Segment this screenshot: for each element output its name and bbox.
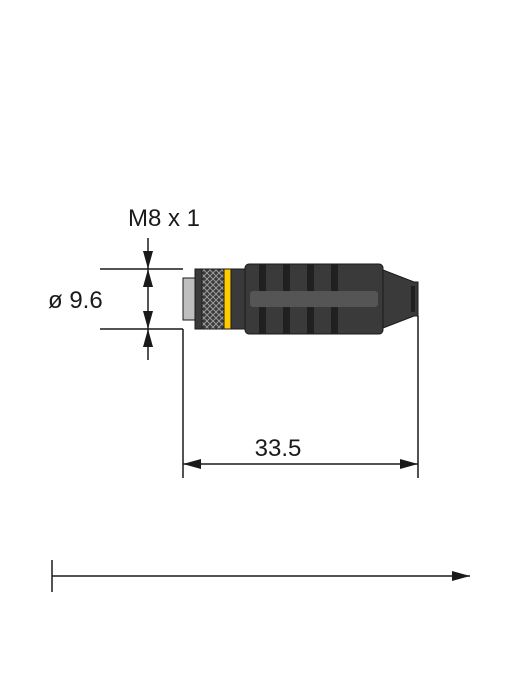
length-label: 33.5 [255,435,302,462]
arrow-head-top-in [143,269,153,287]
overall-line-group [52,560,470,592]
diameter-label: ø 9.6 [48,287,103,314]
connector [183,264,418,334]
arrow-head-bottom [143,329,153,347]
front-barrel [183,278,195,320]
dim-diameter-group: M8 x 1 ø 9.6 [48,205,200,360]
dim-length-group: 33.5 [183,316,418,478]
thread-label: M8 x 1 [128,205,200,232]
drawing-canvas: M8 x 1 ø 9.6 33.5 [0,0,523,700]
ring-2 [231,269,245,329]
arrow-head-top [143,251,153,269]
center-slot [250,291,378,307]
accent-ring [224,269,231,329]
knurl-nut [202,269,224,329]
arrow-right [400,459,418,469]
ring-1 [195,269,202,329]
arrow-left [183,459,201,469]
overall-arrow-right [452,571,470,581]
tail-notch [411,286,415,312]
arrow-head-bottom-in [143,311,153,329]
